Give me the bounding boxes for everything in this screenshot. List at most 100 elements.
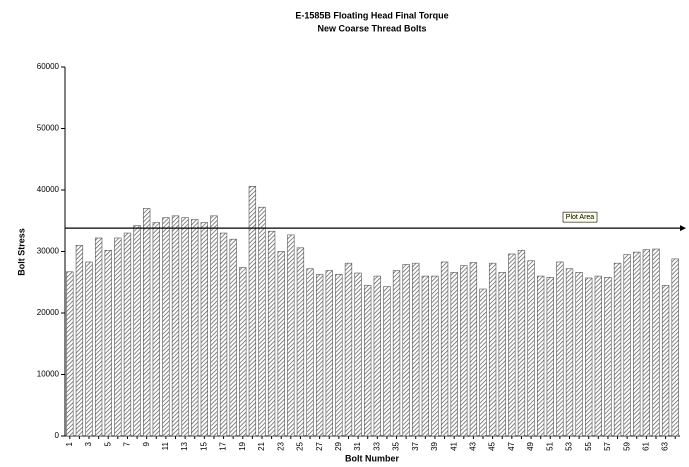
bar	[267, 230, 276, 437]
bar	[623, 254, 631, 437]
x-tick-label: 19	[238, 441, 247, 450]
bar	[296, 247, 305, 437]
bar	[508, 253, 516, 437]
bar	[277, 251, 285, 437]
chart-subtitle: New Coarse Thread Bolts	[317, 23, 426, 33]
x-tick-label: 27	[315, 441, 324, 450]
bar	[565, 268, 574, 437]
bar	[66, 271, 74, 437]
bar	[94, 237, 103, 437]
bar	[344, 262, 353, 437]
x-tick-label: 57	[603, 441, 612, 450]
y-tick-label: 50000	[37, 124, 60, 133]
bar	[315, 273, 324, 437]
bar	[191, 219, 199, 437]
y-tick-label: 60000	[37, 62, 60, 71]
bar	[604, 277, 612, 437]
bar	[594, 275, 602, 437]
bar	[210, 215, 218, 437]
x-tick-label: 55	[584, 441, 593, 450]
x-tick-label: 7	[123, 441, 132, 446]
bar	[171, 215, 180, 437]
bar	[402, 264, 410, 437]
x-tick-label: 63	[661, 441, 670, 450]
bar	[248, 186, 257, 437]
bar	[633, 251, 641, 437]
x-tick-label: 37	[411, 441, 420, 450]
x-tick-label: 31	[353, 441, 362, 450]
bar	[642, 249, 651, 437]
bar	[287, 234, 295, 437]
x-tick-label: 53	[565, 441, 574, 450]
x-tick-label: 51	[545, 441, 554, 450]
bar	[479, 288, 487, 437]
y-tick-label: 10000	[37, 370, 60, 379]
bar	[258, 206, 266, 437]
bar	[469, 262, 478, 437]
bar	[431, 275, 439, 437]
x-tick-label: 25	[296, 441, 305, 450]
bar	[200, 222, 208, 437]
arrow-head	[680, 225, 686, 232]
bar	[85, 261, 93, 437]
bar	[440, 261, 449, 437]
x-axis-label: Bolt Number	[345, 453, 399, 462]
bar	[383, 286, 391, 437]
bar	[335, 273, 343, 437]
x-tick-label: 45	[488, 441, 497, 450]
bar	[556, 261, 564, 437]
bar	[104, 249, 112, 437]
x-tick-label: 29	[334, 441, 343, 450]
bar	[488, 262, 497, 437]
bar	[354, 272, 362, 437]
bar	[585, 277, 593, 437]
bar	[181, 217, 189, 437]
annotation: Plot Area	[566, 214, 595, 221]
bar	[75, 245, 84, 437]
x-tick-label: 13	[180, 441, 189, 450]
bar	[219, 232, 228, 437]
bar	[661, 285, 670, 437]
y-tick-label: 30000	[37, 247, 60, 256]
x-tick-label: 11	[161, 441, 170, 450]
x-tick-label: 23	[276, 441, 285, 450]
x-tick-label: 15	[199, 441, 208, 450]
bar	[517, 249, 526, 437]
x-tick-label: 17	[219, 441, 228, 450]
bar	[133, 225, 141, 437]
bar	[143, 208, 151, 437]
bar	[114, 237, 122, 437]
bar	[392, 270, 401, 437]
bar	[498, 272, 506, 437]
bar	[325, 270, 333, 437]
annotation-box	[562, 211, 598, 223]
y-axis-label: Bolt Stress	[16, 228, 26, 276]
bar	[373, 275, 381, 437]
bar	[460, 265, 468, 437]
x-tick-label: 59	[622, 441, 631, 450]
x-tick-label: 9	[142, 441, 151, 446]
x-tick-label: 3	[84, 441, 93, 446]
x-tick-label: 39	[430, 441, 439, 450]
x-tick-label: 47	[507, 441, 516, 450]
y-tick-label: 40000	[37, 185, 60, 194]
x-tick-label: 41	[449, 441, 458, 450]
x-tick-label: 43	[469, 441, 478, 450]
bar	[306, 268, 314, 437]
y-tick-label: 0	[55, 431, 60, 440]
x-tick-label: 21	[257, 441, 266, 450]
bar	[527, 260, 535, 437]
x-tick-label: 5	[103, 441, 112, 446]
bar	[152, 222, 160, 437]
bar	[229, 238, 237, 437]
x-tick-label: 33	[372, 441, 381, 450]
bar	[450, 272, 458, 437]
bar	[537, 275, 545, 437]
bar	[364, 285, 372, 437]
bar	[613, 262, 622, 437]
bar	[123, 232, 132, 437]
bar	[239, 267, 247, 437]
x-tick-label: 1	[65, 441, 74, 446]
bar	[421, 275, 430, 437]
